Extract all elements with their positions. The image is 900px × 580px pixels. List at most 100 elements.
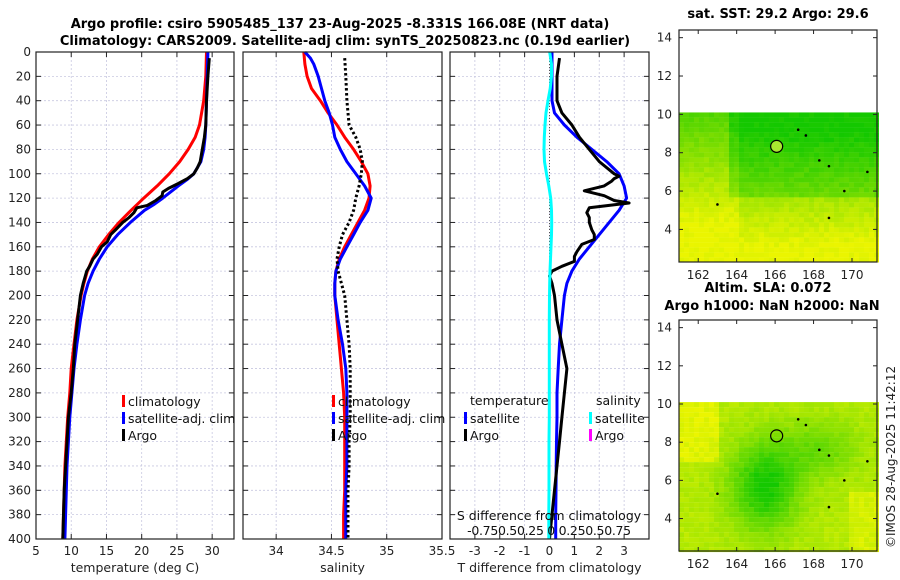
- map-cell: [734, 497, 739, 503]
- map-x-tick-label: 170: [841, 268, 864, 282]
- map-cell: [829, 147, 834, 153]
- map-cell: [749, 142, 754, 148]
- map-cell: [724, 452, 729, 458]
- map-cell: [844, 532, 849, 538]
- map-cell: [809, 162, 814, 168]
- map-cell: [794, 232, 799, 238]
- map-cell: [789, 487, 794, 493]
- map-cell: [799, 482, 804, 488]
- map-cell: [739, 527, 744, 533]
- map-cell: [824, 162, 829, 168]
- map-cell: [714, 197, 719, 203]
- map-cell: [699, 242, 704, 248]
- map-cell: [714, 532, 719, 538]
- map-cell: [844, 417, 849, 423]
- map-cell: [839, 517, 844, 523]
- map-cell: [769, 497, 774, 503]
- map-cell: [734, 122, 739, 128]
- map-cell: [814, 517, 819, 523]
- map-cell: [704, 252, 709, 258]
- map-cell: [754, 227, 759, 233]
- map-cell: [759, 167, 764, 173]
- map-cell: [824, 482, 829, 488]
- map-cell: [704, 227, 709, 233]
- map-cell: [784, 502, 789, 508]
- y-tick-label: 300: [8, 410, 31, 424]
- map-cell: [729, 462, 734, 468]
- map-cell: [739, 227, 744, 233]
- map-cell: [809, 212, 814, 218]
- map-cell: [694, 242, 699, 248]
- map-cell: [819, 242, 824, 248]
- map-cell: [689, 147, 694, 153]
- map-cell: [744, 497, 749, 503]
- map-cell: [864, 512, 869, 518]
- map-cell: [759, 137, 764, 143]
- map-cell: [784, 402, 789, 408]
- map-cell: [704, 187, 709, 193]
- map-cell: [784, 542, 789, 548]
- map-cell: [774, 462, 779, 468]
- map-cell: [714, 542, 719, 548]
- map-cell: [739, 177, 744, 183]
- map-cell: [834, 417, 839, 423]
- legend-swatch-argo: [122, 429, 125, 441]
- map-cell: [709, 192, 714, 198]
- map-cell: [794, 522, 799, 528]
- map-cell: [819, 422, 824, 428]
- map-cell: [729, 227, 734, 233]
- map-cell: [814, 172, 819, 178]
- map-cell: [679, 487, 684, 493]
- map-cell: [759, 192, 764, 198]
- map-cell: [684, 232, 689, 238]
- map-cell: [689, 467, 694, 473]
- map-cell: [714, 112, 719, 118]
- map-cell: [774, 187, 779, 193]
- map-cell: [729, 132, 734, 138]
- map-cell: [839, 127, 844, 133]
- map-cell: [849, 527, 854, 533]
- map-cell: [684, 132, 689, 138]
- map-cell: [704, 212, 709, 218]
- map-cell: [844, 432, 849, 438]
- map-cell: [729, 162, 734, 168]
- map-cell: [709, 477, 714, 483]
- map-cell: [724, 442, 729, 448]
- map-cell: [814, 117, 819, 123]
- map-cell: [859, 472, 864, 478]
- map-cell: [814, 147, 819, 153]
- map-cell: [699, 237, 704, 243]
- map-cell: [759, 427, 764, 433]
- map-cell: [779, 237, 784, 243]
- map-cell: [819, 222, 824, 228]
- map-cell: [749, 532, 754, 538]
- map-cell: [824, 497, 829, 503]
- map-cell: [864, 522, 869, 528]
- map-cell: [754, 167, 759, 173]
- map-cell: [869, 147, 874, 153]
- map-cell: [679, 217, 684, 223]
- map-cell: [789, 257, 794, 263]
- map-cell: [839, 427, 844, 433]
- map-cell: [854, 112, 859, 118]
- map-cell: [714, 437, 719, 443]
- map-cell: [684, 517, 689, 523]
- map-cell: [709, 522, 714, 528]
- map-cell: [784, 147, 789, 153]
- map-cell: [714, 127, 719, 133]
- map-cell: [679, 402, 684, 408]
- map-cell: [779, 187, 784, 193]
- map-cell: [739, 202, 744, 208]
- map-cell: [849, 222, 854, 228]
- map-cell: [709, 222, 714, 228]
- y-tick-label: 80: [16, 142, 31, 156]
- map-cell: [824, 527, 829, 533]
- map-cell: [689, 242, 694, 248]
- map-cell: [694, 422, 699, 428]
- map-cell: [819, 497, 824, 503]
- map-cell: [809, 142, 814, 148]
- map-cell: [844, 452, 849, 458]
- map-cell: [704, 482, 709, 488]
- map-cell: [834, 117, 839, 123]
